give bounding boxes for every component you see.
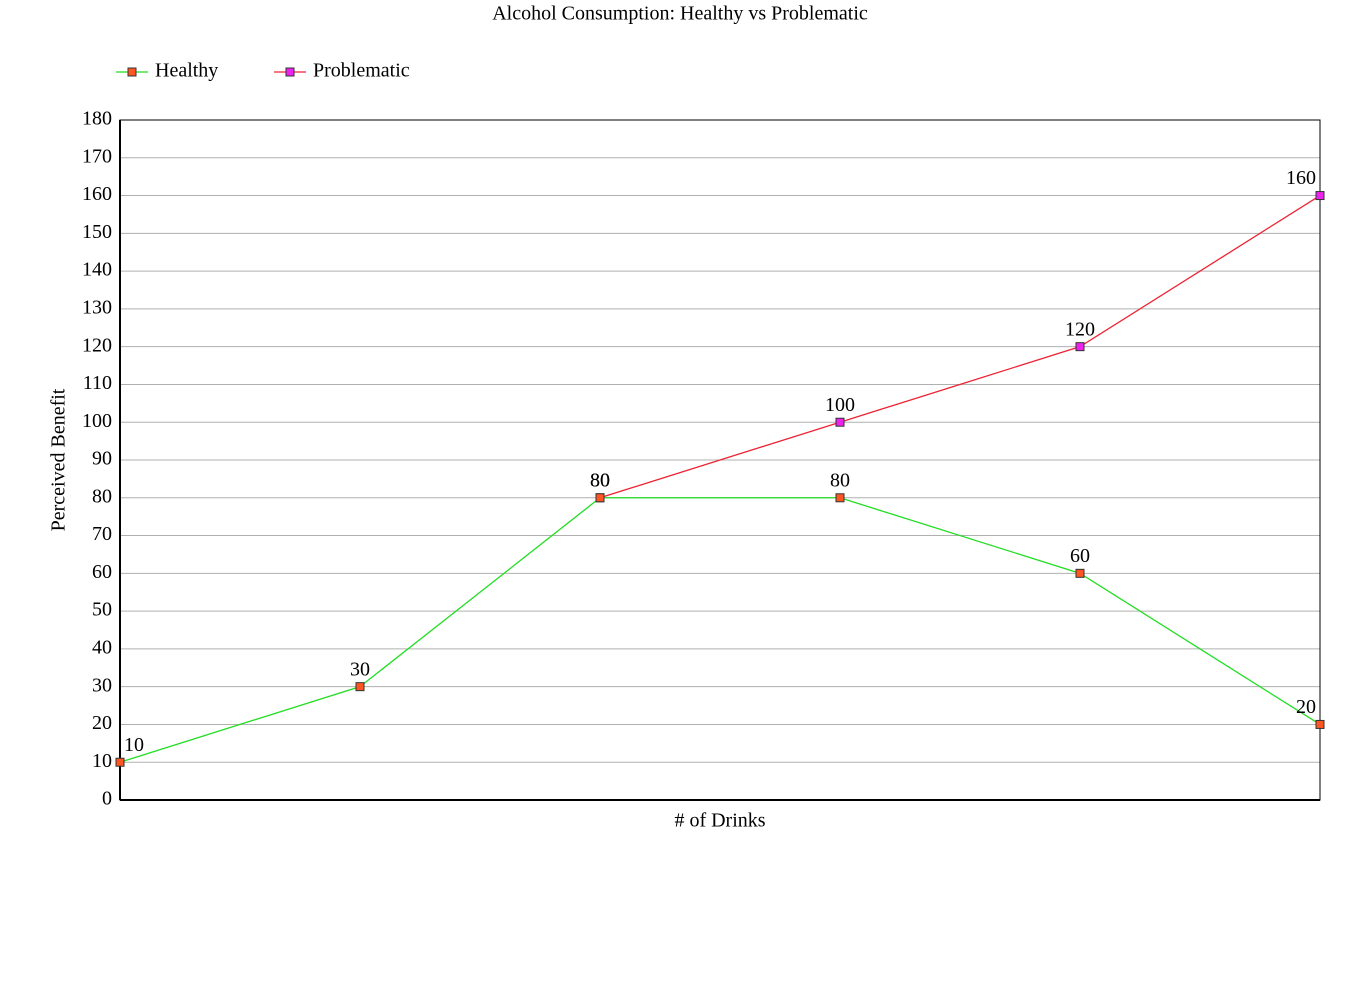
legend-label: Problematic [313,60,410,82]
data-label: 100 [825,394,855,416]
point-marker [1315,191,1325,201]
data-label: 30 [350,658,370,680]
y-tick-label: 80 [92,485,112,507]
legend-marker [127,67,137,77]
y-tick-label: 160 [82,183,112,205]
y-tick-label: 100 [82,410,112,432]
y-tick-label: 10 [92,750,112,772]
data-label: 20 [1296,696,1316,718]
data-label: 120 [1065,318,1095,340]
y-axis-label: Perceived Benefit [48,388,70,531]
series-line [119,497,1321,763]
data-label: 80 [590,469,610,491]
y-tick-label: 150 [82,221,112,243]
legend-item: Problematic [274,60,410,82]
y-tick-label: 170 [82,145,112,167]
point-marker [355,682,365,692]
y-tick-label: 40 [92,636,112,658]
data-label: 80 [830,469,850,491]
y-tick-label: 120 [82,334,112,356]
y-tick-label: 20 [92,712,112,734]
y-tick-label: 30 [92,674,112,696]
data-label: 80 [590,469,610,491]
y-tick-label: 140 [82,259,112,281]
series-line [599,195,1321,499]
y-tick-label: 70 [92,523,112,545]
y-tick-label: 50 [92,599,112,621]
y-tick-label: 130 [82,296,112,318]
y-tick-label: 180 [82,108,112,130]
point-marker [1075,568,1085,578]
y-tick-label: 60 [92,561,112,583]
point-marker [595,493,605,503]
legend-marker [285,67,295,77]
y-tick-label: 90 [92,448,112,470]
point-marker [835,417,845,427]
x-axis-label: # of Drinks [674,810,765,832]
legend-item: Healthy [116,60,218,82]
data-label: 10 [124,734,144,756]
y-tick-label: 0 [102,788,112,810]
point-marker [1315,719,1325,729]
data-label: 60 [1070,545,1090,567]
legend-label: Healthy [155,60,218,82]
y-tick-label: 110 [83,372,112,394]
chart-title: Alcohol Consumption: Healthy vs Problema… [492,3,868,25]
data-label: 160 [1286,167,1316,189]
point-marker [1075,342,1085,352]
point-marker [115,757,125,767]
point-marker [835,493,845,503]
